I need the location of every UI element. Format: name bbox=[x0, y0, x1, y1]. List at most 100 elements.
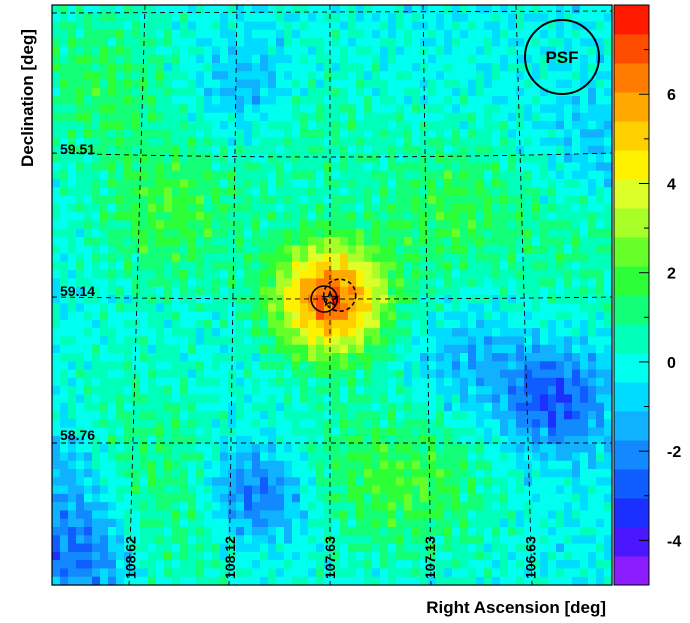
heatmap-cell bbox=[372, 377, 381, 387]
heatmap-cell bbox=[484, 344, 493, 354]
heatmap-cell bbox=[396, 96, 405, 106]
heatmap-cell bbox=[524, 576, 533, 586]
heatmap-cell bbox=[308, 245, 317, 255]
heatmap-cell bbox=[180, 170, 189, 180]
heatmap-cell bbox=[172, 518, 181, 528]
heatmap-cell bbox=[436, 568, 445, 578]
heatmap-cell bbox=[572, 477, 581, 487]
heatmap-cell bbox=[316, 460, 325, 470]
heatmap-cell bbox=[284, 336, 293, 346]
heatmap-cell bbox=[284, 179, 293, 188]
heatmap-cell bbox=[60, 353, 69, 362]
heatmap-cell bbox=[468, 220, 477, 230]
heatmap-cell bbox=[356, 361, 365, 371]
heatmap-cell bbox=[276, 145, 285, 155]
heatmap-cell bbox=[292, 137, 301, 147]
heatmap-cell bbox=[372, 344, 381, 354]
heatmap-cell bbox=[524, 295, 533, 304]
heatmap-cell bbox=[164, 237, 173, 246]
heatmap-cell bbox=[508, 228, 517, 238]
heatmap-cell bbox=[132, 212, 141, 222]
heatmap-cell bbox=[180, 319, 189, 329]
heatmap-cell bbox=[212, 510, 221, 520]
heatmap-cell bbox=[132, 377, 141, 387]
heatmap-cell bbox=[236, 5, 245, 14]
heatmap-cell bbox=[404, 535, 413, 545]
heatmap-cell bbox=[492, 377, 501, 387]
heatmap-cell bbox=[412, 46, 421, 56]
heatmap-cell bbox=[76, 551, 85, 561]
heatmap-cell bbox=[308, 270, 317, 280]
heatmap-cell bbox=[540, 286, 549, 296]
heatmap-cell bbox=[556, 129, 565, 139]
heatmap-cell bbox=[300, 145, 309, 155]
heatmap-cell bbox=[108, 319, 117, 329]
heatmap-cell bbox=[604, 353, 613, 362]
heatmap-cell bbox=[604, 5, 613, 14]
heatmap-cell bbox=[276, 54, 285, 64]
heatmap-cell bbox=[164, 568, 173, 578]
heatmap-cell bbox=[340, 527, 349, 536]
heatmap-cell bbox=[492, 29, 501, 39]
heatmap-cell bbox=[340, 278, 349, 288]
heatmap-cell bbox=[108, 535, 117, 545]
heatmap-cell bbox=[596, 71, 605, 81]
ra-gridline bbox=[422, 4, 432, 586]
heatmap-cell bbox=[340, 319, 349, 329]
heatmap-cell bbox=[308, 187, 317, 197]
heatmap-cell bbox=[164, 203, 173, 213]
heatmap-cell bbox=[196, 353, 205, 362]
heatmap-cell bbox=[564, 187, 573, 197]
heatmap-cell bbox=[284, 361, 293, 371]
heatmap-cell bbox=[468, 419, 477, 429]
heatmap-cell bbox=[428, 402, 437, 412]
heatmap-cell bbox=[596, 145, 605, 155]
heatmap-cell bbox=[396, 228, 405, 238]
heatmap-cell bbox=[372, 71, 381, 81]
heatmap-cell bbox=[580, 576, 589, 586]
heatmap-cell bbox=[92, 419, 101, 429]
heatmap-cell bbox=[540, 485, 549, 495]
heatmap-cell bbox=[220, 560, 229, 570]
heatmap-cell bbox=[84, 5, 93, 14]
heatmap-cell bbox=[316, 510, 325, 520]
heatmap-cell bbox=[412, 344, 421, 354]
heatmap-cell bbox=[212, 112, 221, 122]
heatmap-cell bbox=[596, 253, 605, 263]
heatmap-cell bbox=[436, 543, 445, 553]
heatmap-cell bbox=[348, 129, 357, 139]
heatmap-cell bbox=[284, 427, 293, 437]
heatmap-cell bbox=[60, 71, 69, 81]
heatmap-cell bbox=[244, 54, 253, 64]
heatmap-cell bbox=[132, 278, 141, 288]
heatmap-cell bbox=[84, 96, 93, 106]
heatmap-cell bbox=[412, 303, 421, 313]
heatmap-cell bbox=[76, 328, 85, 338]
heatmap-cell bbox=[532, 203, 541, 213]
heatmap-cell bbox=[260, 493, 269, 503]
heatmap-cell bbox=[364, 411, 373, 420]
heatmap-cell bbox=[84, 87, 93, 97]
heatmap-cell bbox=[484, 311, 493, 321]
heatmap-cell bbox=[548, 46, 557, 56]
heatmap-cell bbox=[508, 295, 517, 304]
heatmap-cell bbox=[52, 71, 61, 81]
heatmap-cell bbox=[260, 303, 269, 313]
heatmap-cell bbox=[580, 104, 589, 114]
heatmap-cell bbox=[124, 5, 133, 14]
heatmap-cell bbox=[76, 46, 85, 56]
heatmap-cell bbox=[524, 361, 533, 371]
heatmap-cell bbox=[204, 460, 213, 470]
heatmap-cell bbox=[108, 154, 117, 164]
heatmap-cell bbox=[188, 543, 197, 553]
heatmap-cell bbox=[540, 145, 549, 155]
heatmap-cell bbox=[76, 38, 85, 48]
heatmap-cell bbox=[100, 427, 109, 437]
heatmap-cell bbox=[572, 195, 581, 205]
heatmap-cell bbox=[284, 46, 293, 56]
heatmap-cell bbox=[356, 543, 365, 553]
heatmap-cell bbox=[332, 560, 341, 570]
heatmap-cell bbox=[140, 560, 149, 570]
heatmap-cell bbox=[444, 361, 453, 371]
heatmap-cell bbox=[252, 435, 261, 445]
